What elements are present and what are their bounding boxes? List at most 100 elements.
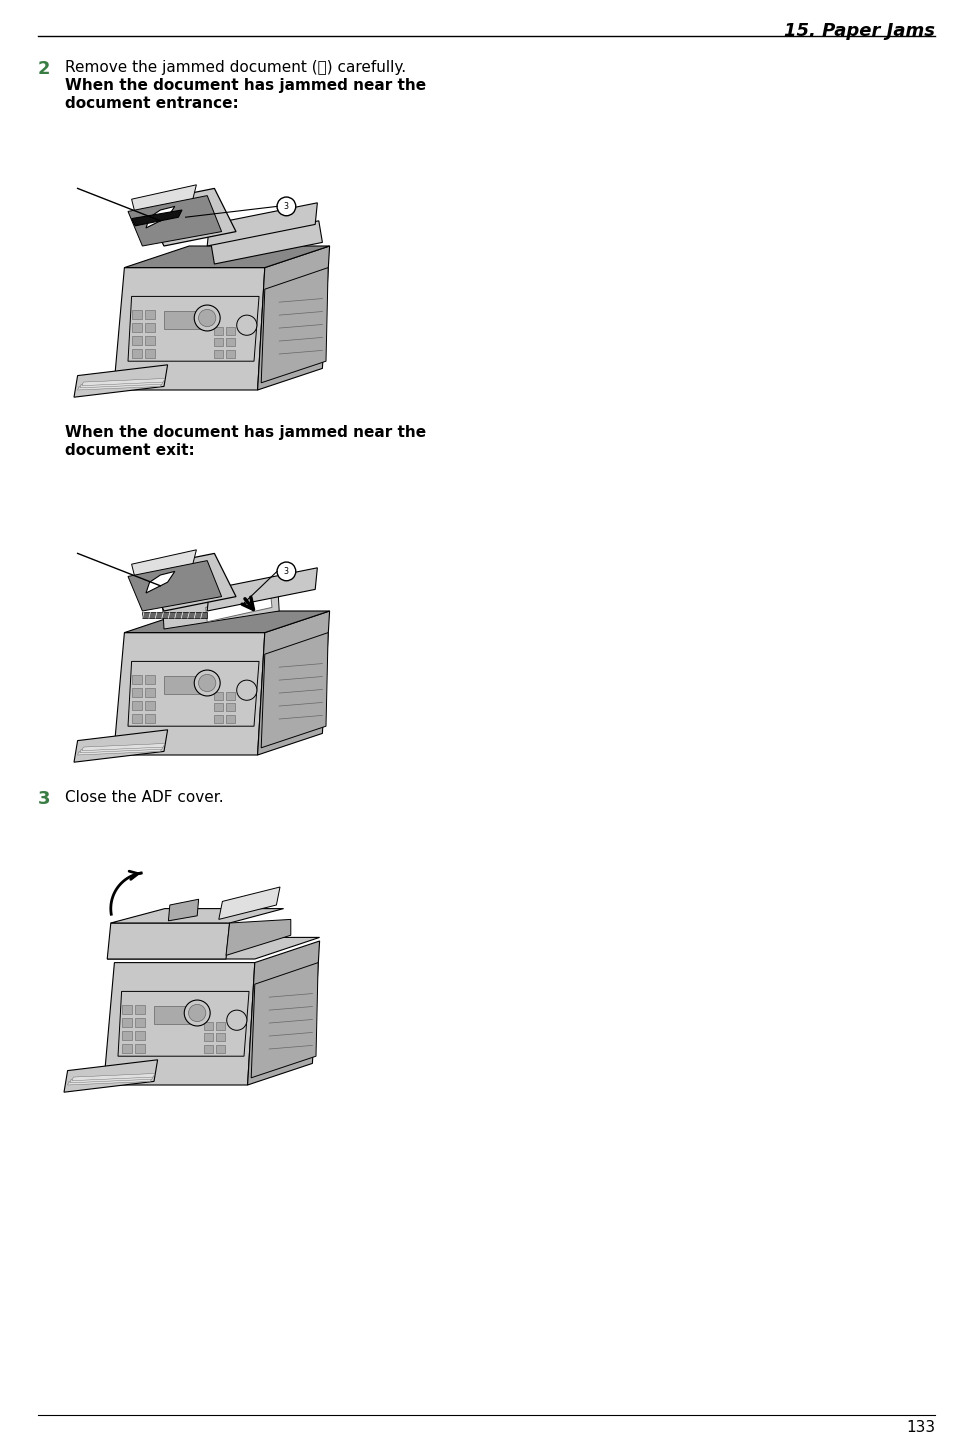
Bar (216, 1022, 225, 1029)
Circle shape (185, 1000, 211, 1026)
Polygon shape (78, 748, 162, 755)
Text: Close the ADF cover.: Close the ADF cover. (65, 790, 224, 806)
Polygon shape (128, 561, 222, 611)
Bar (132, 310, 142, 318)
Bar (132, 700, 142, 709)
Polygon shape (128, 297, 259, 362)
Text: document exit:: document exit: (65, 442, 195, 458)
Bar (226, 339, 234, 346)
Bar (226, 350, 234, 357)
Bar (122, 1017, 132, 1026)
Polygon shape (143, 553, 236, 611)
Polygon shape (79, 380, 164, 388)
Bar (214, 703, 223, 710)
Polygon shape (72, 1074, 155, 1081)
Polygon shape (163, 586, 279, 630)
Polygon shape (114, 633, 265, 755)
Bar (145, 687, 155, 696)
Polygon shape (118, 991, 249, 1056)
Bar (214, 715, 223, 722)
Bar (122, 1043, 132, 1052)
Circle shape (189, 1004, 206, 1022)
Bar (132, 323, 142, 331)
Text: When the document has jammed near the: When the document has jammed near the (65, 425, 426, 440)
Polygon shape (111, 909, 283, 924)
Bar (135, 1043, 145, 1052)
Circle shape (236, 680, 256, 700)
Circle shape (277, 197, 296, 216)
Bar (226, 327, 234, 334)
Circle shape (236, 316, 256, 336)
Polygon shape (208, 203, 318, 246)
Polygon shape (226, 919, 291, 955)
Text: 3: 3 (38, 790, 51, 808)
Polygon shape (103, 963, 255, 1085)
Polygon shape (70, 1075, 153, 1082)
Bar (226, 692, 234, 699)
Text: document entrance:: document entrance: (65, 97, 238, 111)
Polygon shape (74, 365, 167, 398)
Text: 133: 133 (906, 1419, 935, 1435)
Bar (205, 1033, 213, 1040)
Polygon shape (107, 924, 230, 960)
Bar (132, 674, 142, 683)
Bar (214, 339, 223, 346)
Bar (145, 713, 155, 722)
Polygon shape (114, 268, 265, 391)
Polygon shape (208, 568, 318, 611)
Bar (164, 311, 208, 329)
Bar (214, 350, 223, 357)
Bar (164, 676, 208, 693)
Bar (145, 674, 155, 683)
Bar (122, 1004, 132, 1013)
Circle shape (227, 1010, 247, 1030)
Bar (226, 703, 234, 710)
Polygon shape (251, 963, 318, 1078)
Text: 3: 3 (284, 566, 289, 576)
Bar (132, 336, 142, 344)
Polygon shape (68, 1078, 152, 1085)
Polygon shape (132, 184, 196, 213)
Polygon shape (211, 220, 323, 264)
Bar (145, 700, 155, 709)
Polygon shape (146, 206, 175, 228)
Bar (205, 1022, 213, 1029)
Text: 15. Paper Jams: 15. Paper Jams (784, 22, 935, 40)
Bar (145, 310, 155, 318)
Polygon shape (107, 938, 320, 960)
Polygon shape (78, 383, 162, 391)
Bar (216, 1033, 225, 1040)
Polygon shape (124, 611, 329, 633)
Circle shape (277, 562, 296, 581)
Bar (214, 327, 223, 334)
Text: 2: 2 (38, 61, 51, 78)
Bar (122, 1030, 132, 1039)
Bar (135, 1004, 145, 1013)
Bar (135, 1030, 145, 1039)
Polygon shape (257, 611, 329, 755)
Polygon shape (79, 745, 164, 752)
Bar (216, 1045, 225, 1052)
Bar (132, 713, 142, 722)
Polygon shape (261, 633, 328, 748)
Bar (145, 349, 155, 357)
Polygon shape (146, 572, 175, 594)
Bar (135, 1017, 145, 1026)
Polygon shape (248, 941, 320, 1085)
Polygon shape (82, 379, 165, 386)
Text: 3: 3 (284, 202, 289, 210)
Polygon shape (206, 594, 272, 623)
Polygon shape (261, 268, 328, 383)
Polygon shape (257, 246, 329, 391)
Circle shape (198, 674, 216, 692)
Circle shape (194, 305, 220, 331)
Bar (132, 687, 142, 696)
Polygon shape (124, 246, 329, 268)
Bar (205, 1045, 213, 1052)
Polygon shape (82, 744, 165, 751)
Bar (132, 349, 142, 357)
Polygon shape (132, 210, 182, 226)
Circle shape (194, 670, 220, 696)
Bar (145, 336, 155, 344)
Polygon shape (143, 189, 236, 246)
